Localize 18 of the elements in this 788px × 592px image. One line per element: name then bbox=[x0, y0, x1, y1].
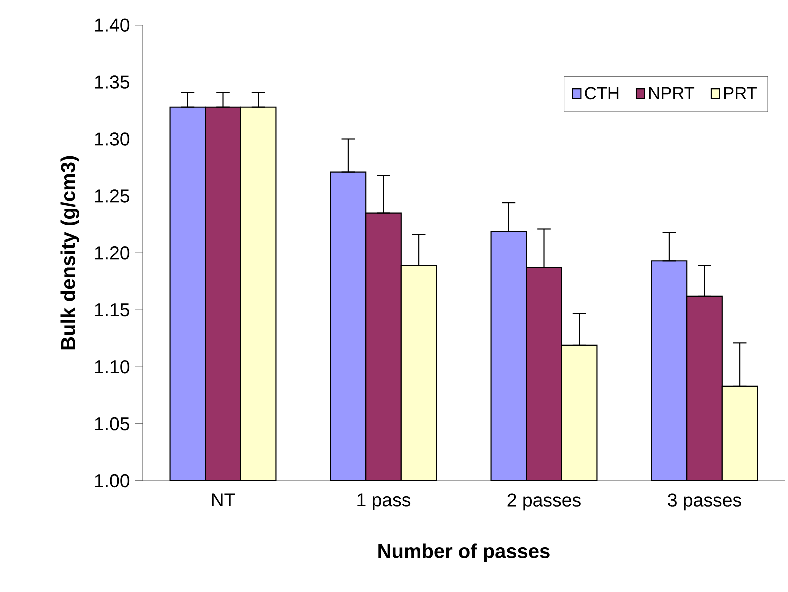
legend-label: CTH bbox=[585, 87, 619, 100]
x-tick-label: 1 pass bbox=[358, 494, 411, 510]
y-tick-label: 1.35 bbox=[95, 76, 130, 89]
y-tick-label: 1.25 bbox=[95, 190, 130, 203]
y-tick-label: 1.05 bbox=[95, 417, 130, 431]
y-tick-label: 1.15 bbox=[95, 304, 130, 317]
x-axis-title: Number of passes bbox=[378, 544, 550, 562]
y-axis-title: Bulk density (g/cm3) bbox=[60, 156, 80, 350]
y-tick-label: 1.30 bbox=[95, 132, 130, 146]
y-tick-label: 1.00 bbox=[95, 474, 130, 488]
legend-label: PRT bbox=[724, 87, 757, 100]
legend-label: NPRT bbox=[649, 87, 695, 100]
x-tick-label: NT bbox=[212, 494, 236, 507]
y-tick-label: 1.20 bbox=[95, 246, 130, 260]
y-tick-label: 1.10 bbox=[95, 360, 130, 374]
x-tick-label: 2 passes bbox=[508, 494, 581, 511]
x-tick-label: 3 passes bbox=[668, 494, 742, 511]
y-tick-label: 1.40 bbox=[95, 18, 130, 32]
